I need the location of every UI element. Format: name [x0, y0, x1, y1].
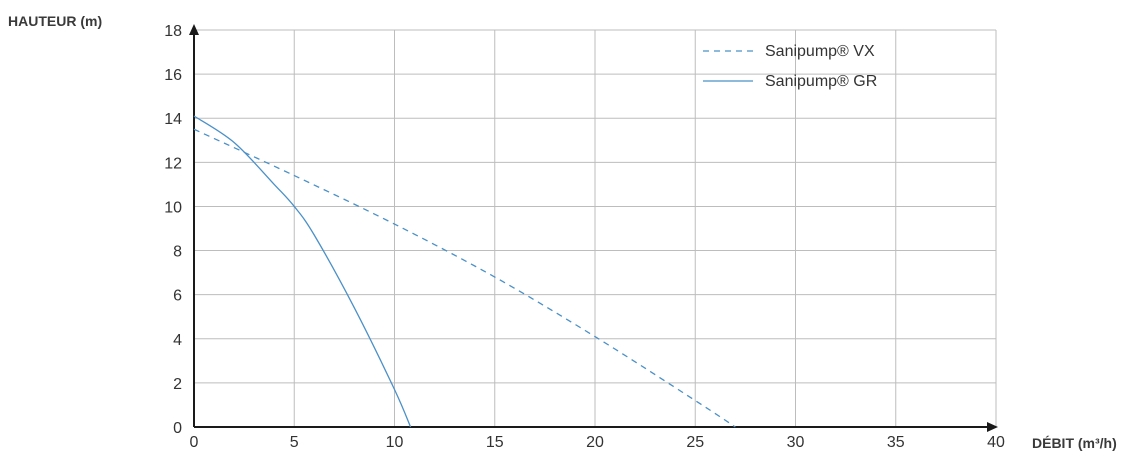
legend-label: Sanipump® VX	[765, 43, 875, 60]
y-tick-label: 0	[173, 420, 182, 437]
y-tick-labels: 0 2 4 6 8 10 12 14 16 18	[164, 23, 182, 437]
x-tick-label: 40	[987, 434, 1005, 451]
x-tick-labels: 0 5 10 15 20 25 30 35 40	[190, 434, 1005, 451]
series-line	[193, 115, 412, 428]
y-tick-label: 18	[164, 23, 182, 40]
y-axis-title: HAUTEUR (m)	[8, 13, 102, 29]
x-tick-label: 25	[686, 434, 704, 451]
series-line	[193, 128, 736, 428]
y-tick-label: 14	[164, 111, 182, 128]
grid	[194, 29, 997, 427]
series-lines	[193, 115, 736, 428]
y-tick-label: 16	[164, 67, 182, 84]
x-tick-label: 5	[290, 434, 299, 451]
x-tick-label: 10	[386, 434, 404, 451]
x-tick-label: 30	[787, 434, 805, 451]
y-tick-label: 8	[173, 244, 182, 261]
y-tick-label: 12	[164, 155, 182, 172]
y-tick-label: 6	[173, 288, 182, 305]
y-tick-label: 10	[164, 199, 182, 216]
legend-label: Sanipump® GR	[765, 73, 877, 90]
x-axis-title: DÉBIT (m³/h)	[1032, 435, 1117, 451]
x-tick-label: 0	[190, 434, 199, 451]
x-tick-label: 20	[586, 434, 604, 451]
x-tick-label: 15	[486, 434, 504, 451]
y-tick-label: 4	[173, 332, 182, 349]
y-tick-label: 2	[173, 376, 182, 393]
x-axis-arrow	[987, 422, 998, 432]
legend: Sanipump® VX Sanipump® GR	[703, 43, 877, 90]
axes	[189, 24, 998, 432]
y-axis-arrow	[189, 24, 199, 35]
x-tick-label: 35	[887, 434, 905, 451]
